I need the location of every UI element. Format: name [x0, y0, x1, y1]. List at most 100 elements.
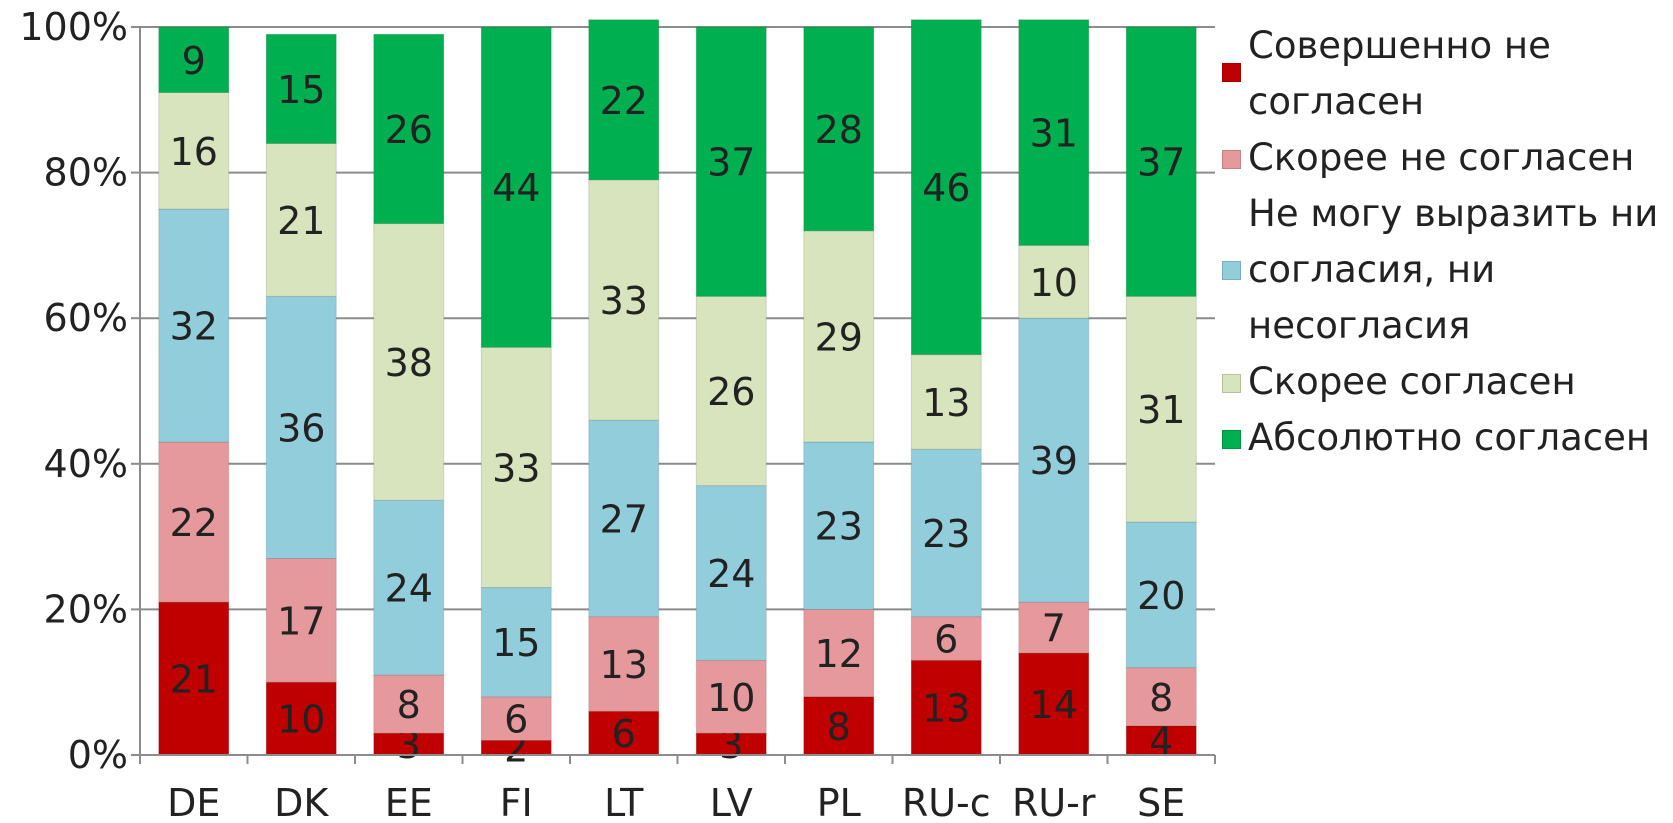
- bar-segment: [373, 674, 445, 734]
- data-label: 37: [707, 141, 755, 185]
- bar-segment: [1018, 244, 1090, 319]
- data-label: 33: [600, 279, 648, 323]
- legend-swatch: [1222, 150, 1241, 169]
- bar-segment: [158, 208, 230, 443]
- bar-segment: [158, 92, 230, 210]
- bar-segment: [695, 26, 767, 297]
- data-label: 44: [492, 166, 540, 210]
- data-label: 23: [815, 505, 863, 549]
- data-label: 27: [600, 497, 648, 541]
- y-tick-label: 40%: [44, 442, 128, 486]
- bar-segment: [1125, 26, 1197, 297]
- x-tick-label: PL: [817, 781, 861, 823]
- y-tick-label: 20%: [44, 587, 128, 631]
- bar-segment: [480, 26, 552, 348]
- legend-label: Не могу выразить ни согласия, ни несогла…: [1248, 192, 1659, 347]
- data-label: 38: [385, 341, 433, 385]
- bar-segment: [1018, 317, 1090, 603]
- bar-segment: [480, 587, 552, 698]
- bar-segment: [158, 441, 230, 603]
- data-label: 6: [612, 712, 636, 756]
- bar-segment: [265, 295, 337, 559]
- bar-segment: [803, 608, 875, 698]
- bar-segment: [373, 223, 445, 501]
- bar-segment: [265, 557, 337, 683]
- data-label: 33: [492, 446, 540, 490]
- data-label: 17: [277, 599, 325, 643]
- data-label: 22: [600, 79, 648, 123]
- data-label: 6: [504, 698, 528, 742]
- data-label: 23: [922, 512, 970, 556]
- y-tick-label: 60%: [44, 296, 128, 340]
- legend-item-strongly-disagree: Совершенно не согласен: [1222, 18, 1667, 130]
- legend: Совершенно не согласен Скорее не согласе…: [1222, 18, 1667, 466]
- legend-label: Абсолютно согласен: [1248, 416, 1651, 459]
- bar-segment: [1125, 521, 1197, 669]
- bar-segment: [695, 295, 767, 487]
- legend-item-neutral: Не могу выразить ни согласия, ни несогла…: [1222, 186, 1667, 354]
- x-tick-label: RU-c: [902, 781, 991, 823]
- data-label: 32: [170, 304, 218, 348]
- data-label: 12: [815, 632, 863, 676]
- data-label: 10: [277, 698, 325, 742]
- data-label: 21: [170, 658, 218, 702]
- data-label: 13: [922, 687, 970, 731]
- legend-swatch: [1222, 374, 1241, 393]
- bar-segment: [373, 33, 445, 225]
- bar-segment: [1018, 19, 1090, 246]
- legend-label: Совершенно не согласен: [1248, 24, 1551, 123]
- bar-segment: [803, 26, 875, 232]
- legend-swatch: [1222, 261, 1241, 280]
- data-label: 37: [1137, 141, 1185, 185]
- data-label: 8: [1149, 676, 1173, 720]
- bar-segment: [265, 142, 337, 297]
- data-label: 20: [1137, 574, 1185, 618]
- bar-segment: [158, 601, 230, 756]
- legend-swatch: [1222, 63, 1241, 82]
- bar-segment: [588, 179, 660, 421]
- bar-segment: [588, 19, 660, 181]
- bar-segment: [158, 26, 230, 94]
- data-label: 39: [1030, 439, 1078, 483]
- legend-label: Скорее не согласен: [1248, 136, 1635, 179]
- data-label: 9: [182, 39, 206, 83]
- data-label: 13: [922, 381, 970, 425]
- data-label: 22: [170, 501, 218, 545]
- y-tick-label: 0%: [68, 733, 128, 777]
- bar-segment: [910, 616, 982, 661]
- data-label: 15: [492, 621, 540, 665]
- data-label: 14: [1030, 683, 1078, 727]
- x-tick-label: FI: [500, 781, 533, 823]
- data-label: 31: [1137, 388, 1185, 432]
- bar-segment: [265, 33, 337, 144]
- legend-item-rather-agree: Скорее согласен: [1222, 354, 1667, 410]
- x-tick-label: RU-r: [1012, 781, 1096, 823]
- bar-segment: [588, 419, 660, 618]
- x-tick-label: DE: [167, 781, 220, 823]
- data-label: 46: [922, 166, 970, 210]
- data-label: 4: [1149, 719, 1173, 763]
- data-label: 16: [170, 130, 218, 174]
- bar-segment: [1125, 667, 1197, 727]
- legend-item-absolutely-agree: Абсолютно согласен: [1222, 410, 1667, 466]
- bar-segment: [803, 441, 875, 610]
- data-label: 24: [385, 567, 433, 611]
- y-tick-label: 100%: [19, 5, 128, 49]
- legend-label: Скорее согласен: [1248, 360, 1576, 403]
- data-label: 10: [707, 676, 755, 720]
- data-label: 8: [397, 683, 421, 727]
- data-label: 10: [1030, 261, 1078, 305]
- y-tick-label: 80%: [44, 151, 128, 195]
- bar-segment: [1018, 601, 1090, 654]
- data-label: 13: [600, 643, 648, 687]
- x-tick-label: LV: [710, 781, 753, 823]
- bar-segment: [1125, 725, 1197, 756]
- x-tick-label: DK: [274, 781, 329, 823]
- data-label: 24: [707, 552, 755, 596]
- bar-segment: [1018, 652, 1090, 756]
- x-tick-label: SE: [1137, 781, 1185, 823]
- legend-swatch: [1222, 430, 1241, 449]
- bar-segment: [910, 19, 982, 356]
- x-tick-label: EE: [385, 781, 433, 823]
